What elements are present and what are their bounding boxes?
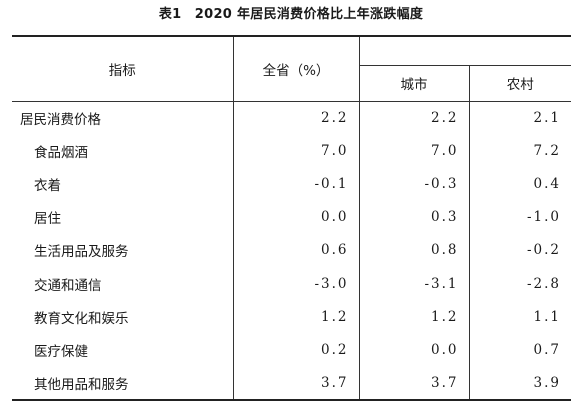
rural-value: -2.8 [526, 275, 561, 292]
rural-value: 3.9 [469, 366, 571, 401]
province-value: 7.0 [233, 134, 360, 168]
row-name: 衣着 [12, 167, 234, 201]
row-name: 食品烟酒 [12, 134, 234, 168]
table-row: 衣着 -0.1 -0.3 0.4 [12, 167, 571, 201]
table-header: 指标 全省（%） 城市 农村 [12, 36, 571, 102]
row-name: 居住 [12, 200, 234, 234]
urban-value: 7.0 [359, 134, 470, 168]
urban-value: 0.8 [359, 233, 470, 267]
header-subgroup [359, 36, 571, 66]
province-value: 0.6 [233, 233, 360, 267]
province-value: 1.2 [233, 300, 360, 334]
table-row: 交通和通信 -3.0 -3.1 -2.8 [12, 266, 571, 301]
table-row: 居民消费价格 2.2 2.2 2.1 [12, 101, 571, 135]
urban-value: -3.1 [359, 266, 470, 301]
urban-value: 0.0 [359, 333, 470, 367]
rural-value: 2.1 [533, 109, 561, 126]
urban-value: 3.7 [359, 366, 470, 401]
rural-value: -0.2 [526, 242, 561, 259]
table-body: 居民消费价格 2.2 2.2 2.1 食品烟酒 7.0 7.0 7.2 衣着 -… [12, 101, 571, 401]
table-row: 其他用品和服务 3.7 3.7 3.9 [12, 366, 571, 401]
table-row: 教育文化和娱乐 1.2 1.2 1.1 [12, 300, 571, 334]
table-row: 居住 0.0 0.3 -1.0 [12, 200, 571, 234]
urban-value: 1.2 [359, 300, 470, 334]
urban-value: 2.2 [359, 101, 470, 135]
table-row: 食品烟酒 7.0 7.0 7.2 [12, 134, 571, 168]
urban-value: 0.3 [359, 200, 470, 234]
province-value: -0.1 [233, 167, 360, 201]
table-row: 医疗保健 0.2 0.0 0.7 [12, 333, 571, 367]
province-value: 0.0 [233, 200, 360, 234]
header-urban: 城市 [359, 65, 470, 102]
rural-value: -1.0 [526, 209, 561, 226]
header-indicator: 指标 [12, 36, 234, 102]
header-rural: 农村 [469, 65, 571, 102]
province-value: 2.2 [233, 101, 360, 135]
row-name: 教育文化和娱乐 [12, 300, 234, 334]
row-name: 其他用品和服务 [12, 366, 234, 401]
row-name: 生活用品及服务 [12, 233, 234, 267]
header-province: 全省（%） [233, 36, 360, 102]
table-row: 生活用品及服务 0.6 0.8 -0.2 [12, 233, 571, 267]
rural-value: 0.7 [533, 341, 561, 358]
urban-value: -0.3 [359, 167, 470, 201]
row-name: 居民消费价格 [12, 101, 234, 135]
rural-value: 7.2 [533, 142, 561, 159]
rural-value: 0.4 [533, 175, 561, 192]
province-value: 0.2 [233, 333, 360, 367]
row-name: 医疗保健 [12, 333, 234, 367]
row-name: 交通和通信 [12, 266, 234, 301]
table-title: 表1 2020 年居民消费价格比上年涨跌幅度 [158, 7, 424, 22]
cpi-table: 指标 全省（%） 城市 农村 居民消费价格 2.2 2.2 2.1 食品烟酒 7… [12, 35, 571, 401]
province-value: 3.7 [233, 366, 360, 401]
rural-value: 1.1 [533, 308, 561, 325]
province-value: -3.0 [233, 266, 360, 301]
